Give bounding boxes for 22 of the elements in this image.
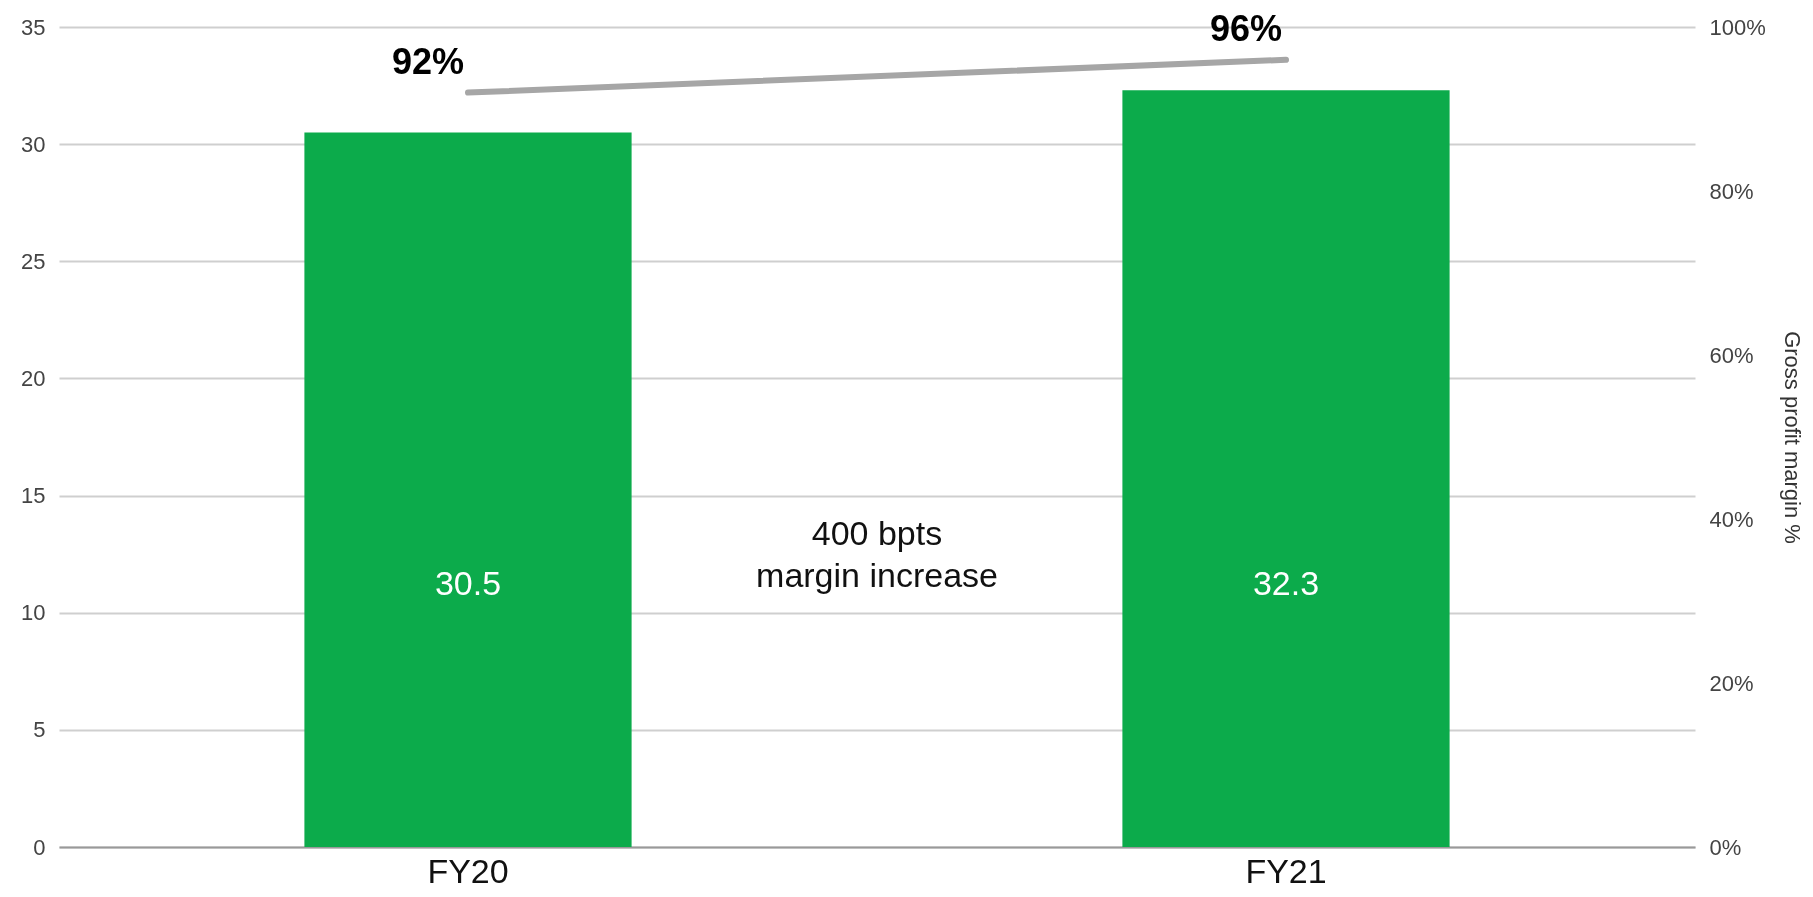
data-label: 96% <box>1209 7 1283 49</box>
y-tick-label: 0 <box>33 834 46 860</box>
y2-tick-label: 20% <box>1709 670 1754 696</box>
y2-tick-label: 60% <box>1709 342 1754 368</box>
data-label: 30.5 <box>434 564 502 602</box>
y2-tick-label: 40% <box>1709 506 1754 532</box>
y-tick-label: 20 <box>21 365 46 391</box>
y2-tick-label: 100% <box>1709 14 1766 40</box>
y-tick-label: 5 <box>33 717 46 743</box>
y-tick-label: 25 <box>21 248 46 274</box>
data-label: 92% <box>391 40 465 82</box>
x-tick-label: FY20 <box>427 851 509 890</box>
y2-tick-label: 0% <box>1709 834 1742 860</box>
y2-tick-label: 80% <box>1709 178 1754 204</box>
y-tick-label: 10 <box>21 600 46 626</box>
x-tick-label: FY21 <box>1245 851 1327 890</box>
y-tick-label: 30 <box>21 131 46 157</box>
y-tick-label: 15 <box>21 483 46 509</box>
y2-axis-title: Gross profit margin % <box>1779 331 1805 544</box>
data-label: 32.3 <box>1252 564 1320 602</box>
y-tick-label: 35 <box>21 14 46 40</box>
annotation: 400 bpts margin increase <box>756 514 998 595</box>
